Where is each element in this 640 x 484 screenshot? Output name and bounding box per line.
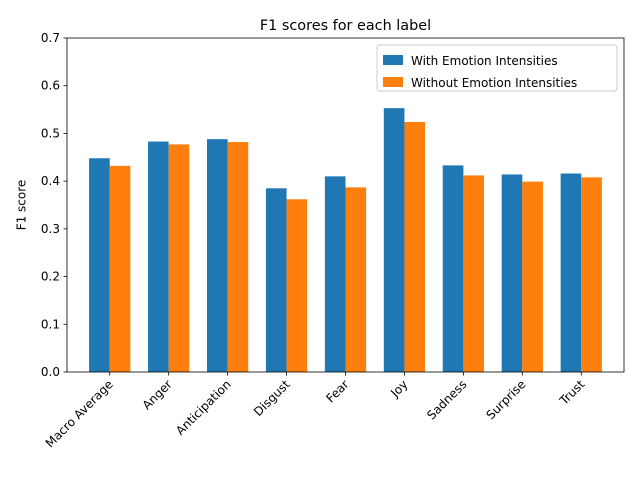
chart-title: F1 scores for each label: [260, 18, 431, 34]
bar-without-fear: [345, 187, 367, 372]
y-tick-label: 0.5: [41, 126, 60, 140]
bar-without-anger: [168, 144, 190, 372]
x-tick-label: Joy: [387, 377, 410, 400]
y-tick-label: 0.3: [41, 222, 60, 236]
legend-swatch-without: [383, 77, 403, 87]
y-axis-label: F1 score: [15, 180, 29, 231]
x-tick-label: Fear: [323, 377, 351, 405]
bar-without-disgust: [286, 199, 308, 372]
bar-with-disgust: [265, 188, 287, 372]
bar-without-surprise: [522, 181, 543, 372]
bar-with-anticipation: [206, 139, 228, 372]
x-tick-label: Anger: [140, 377, 175, 412]
legend-label-with: With Emotion Intensities: [411, 54, 558, 68]
x-tick-label: Macro Average: [43, 377, 116, 450]
bar-without-anticipation: [227, 142, 249, 372]
x-tick-label: Disgust: [251, 377, 293, 419]
x-tick-label: Surprise: [483, 377, 528, 422]
legend-swatch-with: [383, 55, 403, 65]
y-axis-ticks: 0.0 0.1 0.2 0.3 0.4 0.5 0.6 0.7: [41, 31, 67, 379]
bar-without-joy: [404, 121, 426, 372]
bars-layer: [89, 108, 602, 372]
bar-without-trust: [581, 177, 602, 372]
x-tick-label: Anticipation: [173, 377, 234, 438]
bar-with-trust: [560, 173, 582, 372]
x-tick-label: Trust: [556, 377, 587, 408]
legend: With Emotion Intensities Without Emotion …: [376, 44, 618, 92]
bar-with-macro-average: [89, 158, 110, 372]
bar-with-sadness: [442, 165, 464, 372]
plot-frame: [66, 37, 625, 373]
y-tick-label: 0.4: [41, 174, 60, 188]
legend-box: [376, 44, 618, 92]
y-tick-label: 0.2: [41, 270, 60, 284]
y-tick-label: 0.1: [41, 317, 60, 331]
y-tick-label: 0.6: [41, 79, 60, 93]
x-tick-label: Sadness: [424, 377, 469, 422]
bar-without-macro-average: [109, 165, 131, 372]
y-tick-label: 0.7: [41, 31, 60, 45]
y-tick-label: 0.0: [41, 365, 60, 379]
legend-label-without: Without Emotion Intensities: [411, 76, 577, 90]
bar-with-joy: [383, 108, 405, 372]
bar-with-fear: [324, 176, 346, 372]
bar-with-anger: [148, 141, 169, 372]
bar-without-sadness: [463, 175, 485, 372]
bar-with-surprise: [501, 174, 523, 372]
